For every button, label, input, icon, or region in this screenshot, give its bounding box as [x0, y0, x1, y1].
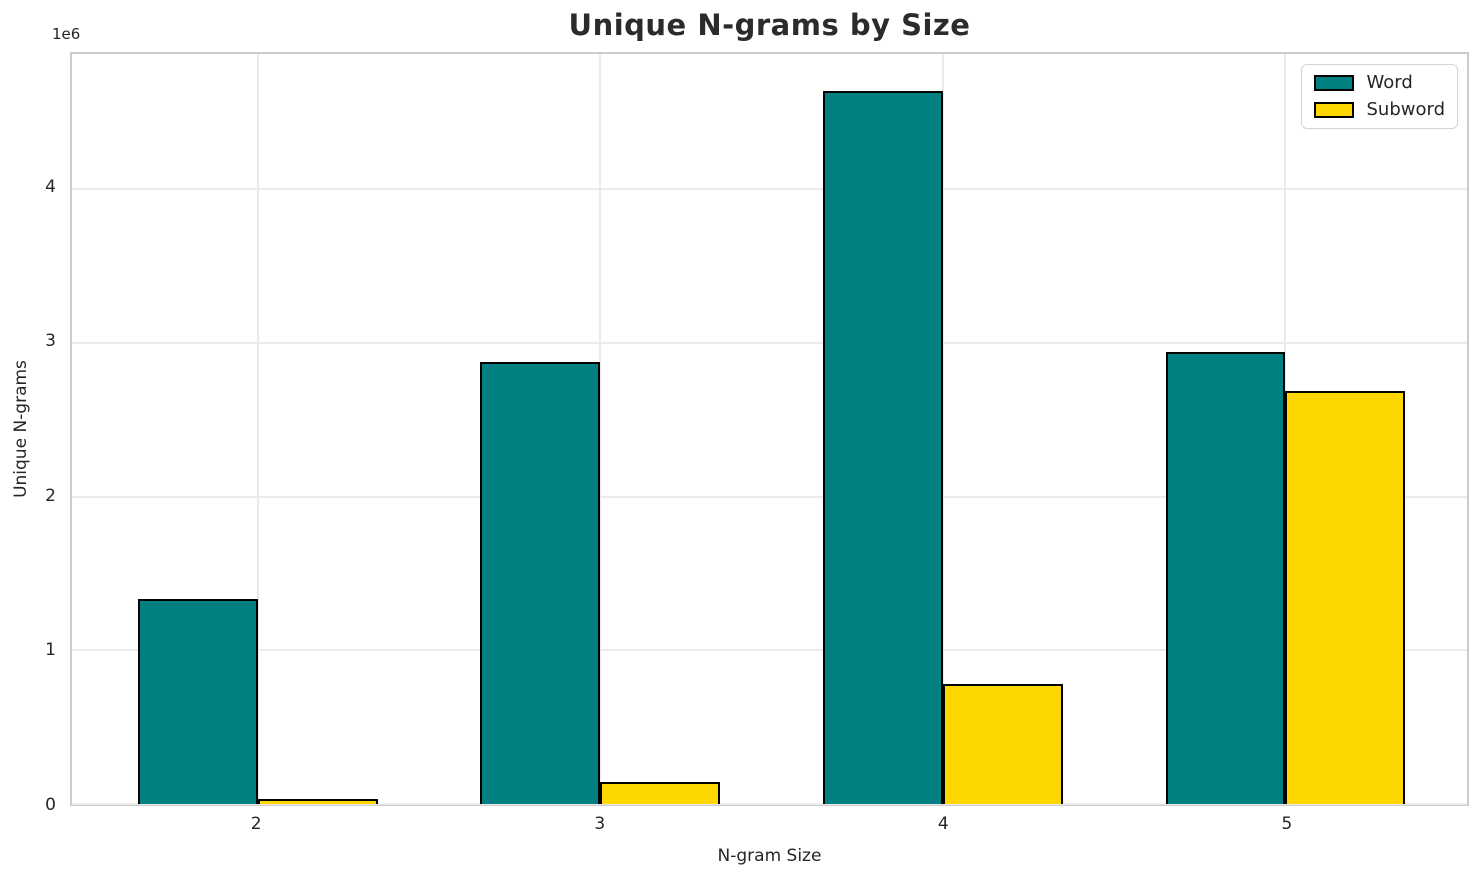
legend-label: Subword [1366, 99, 1445, 120]
gridline-vertical [599, 54, 602, 804]
x-tick-label: 2 [250, 814, 262, 834]
y-axis-offset-label: 1e6 [52, 25, 81, 43]
x-tick-label: 3 [594, 814, 606, 834]
y-tick-label: 4 [45, 176, 56, 197]
y-tick-label: 0 [45, 795, 56, 815]
gridline-vertical [256, 54, 259, 804]
legend-label: Word [1366, 72, 1413, 93]
y-tick-label: 3 [45, 331, 56, 352]
legend-swatch-word [1314, 75, 1355, 91]
x-axis-label: N-gram Size [717, 846, 822, 866]
bar-word-4 [822, 90, 943, 804]
chart-title: Unique N-grams by Size [568, 8, 971, 42]
y-tick-label: 1 [45, 640, 56, 661]
plot-area: Word Subword [70, 52, 1469, 806]
legend-item-subword: Subword [1314, 101, 1445, 119]
bar-subword-5 [1285, 390, 1406, 804]
gridline-horizontal [72, 341, 1467, 344]
gridline-horizontal [72, 803, 1467, 805]
bar-word-5 [1165, 352, 1286, 804]
bar-word-2 [137, 598, 258, 804]
y-tick-label: 2 [45, 485, 56, 506]
gridline-vertical [941, 54, 944, 804]
x-tick-label: 5 [1281, 814, 1293, 834]
gridline-horizontal [72, 649, 1467, 652]
legend: Word Subword [1301, 64, 1458, 129]
gridline-horizontal [72, 188, 1467, 191]
x-tick-label: 4 [937, 814, 949, 834]
bar-subword-2 [257, 799, 378, 804]
y-axis-label: Unique N-grams [11, 360, 31, 498]
bar-subword-3 [600, 782, 721, 804]
bar-word-3 [480, 362, 601, 804]
gridline-horizontal [72, 495, 1467, 498]
bar-subword-4 [942, 684, 1063, 804]
legend-swatch-subword [1314, 102, 1355, 118]
legend-item-word: Word [1314, 74, 1445, 92]
